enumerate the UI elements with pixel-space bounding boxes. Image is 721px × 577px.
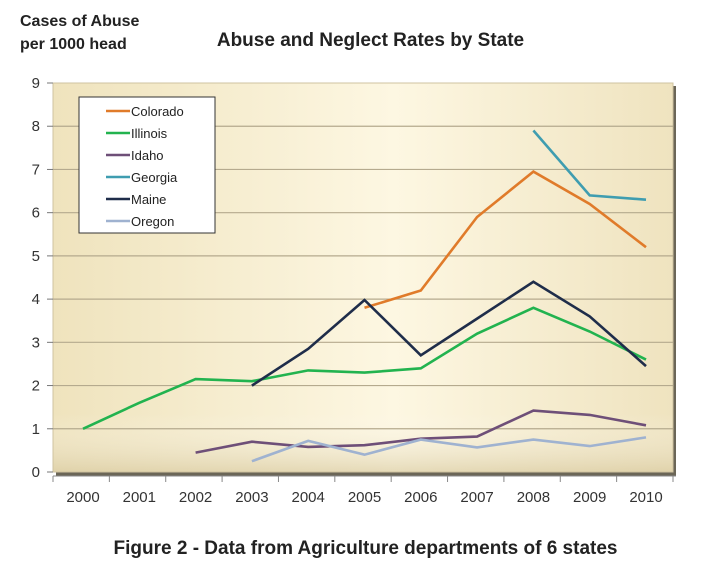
y-axis-title-line-2: per 1000 head [20,36,127,53]
x-tick-label: 2001 [123,489,156,506]
x-tick-label: 2006 [404,489,437,506]
chart-title: Abuse and Neglect Rates by State [216,30,525,51]
y-tick-label: 8 [32,118,40,135]
x-tick-label: 2008 [517,489,550,506]
legend-label-illinois: Illinois [131,126,168,141]
legend-box [78,96,216,234]
x-tick-label: 2005 [348,489,381,506]
series-line-illinois [82,306,647,430]
series-line-georgia [532,129,647,201]
y-tick-label: 5 [32,248,40,265]
x-tick-label: 2002 [179,489,212,506]
y-axis-title: Cases of Abuse per 1000 head [20,10,139,56]
x-tick-label: 2007 [460,489,493,506]
series-line-maine [251,280,647,387]
y-axis-title-line-1: Cases of Abuse [20,13,140,30]
x-tick-label: 2010 [629,489,662,506]
legend-label-idaho: Idaho [131,148,164,163]
y-tick-label: 1 [32,421,40,438]
y-tick-label: 7 [32,161,40,178]
y-tick-label: 2 [32,378,40,395]
x-tick-label: 2009 [573,489,606,506]
series-line-oregon [251,436,647,463]
series-line-colorado [364,170,647,310]
y-tick-label: 3 [32,334,40,351]
x-tick-label: 2000 [66,489,99,506]
legend: Colorado Illinois Idaho Georgia Maine Oregon [78,96,216,234]
y-tick-label: 0 [32,464,40,481]
x-tick-label: 2003 [235,489,268,506]
legend-label-oregon: Oregon [131,214,174,229]
y-tick-label: 9 [32,75,40,92]
legend-label-maine: Maine [131,192,166,207]
y-tick-label: 4 [32,291,40,308]
y-tick-label: 6 [32,205,40,222]
legend-label-georgia: Georgia [131,170,178,185]
plot-area-border [52,82,674,473]
x-tick-label: 2004 [292,489,325,506]
legend-label-colorado: Colorado [131,104,184,119]
figure-caption: Figure 2 - Data from Agriculture departm… [113,538,618,559]
